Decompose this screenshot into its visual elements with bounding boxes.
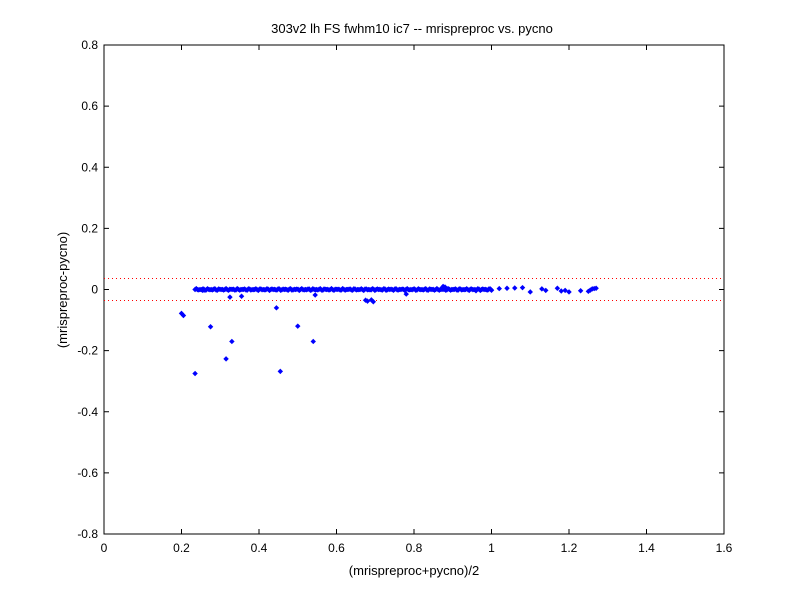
data-point bbox=[277, 368, 284, 375]
x-tick-label: 1.4 bbox=[638, 541, 655, 555]
data-point bbox=[543, 287, 549, 294]
data-point bbox=[496, 285, 502, 292]
x-tick-label: 0.2 bbox=[173, 541, 190, 555]
x-axis-ticks: 0 0.2 0.4 0.6 0.8 1 1.2 1.4 1.6 bbox=[101, 45, 733, 555]
data-point bbox=[238, 293, 245, 299]
chart-title: 303v2 lh FS fwhm10 ic7 -- mrispreproc vs… bbox=[271, 21, 553, 36]
y-tick-label: 0.4 bbox=[81, 160, 98, 174]
data-point bbox=[310, 338, 316, 345]
data-point bbox=[370, 299, 377, 305]
data-point bbox=[200, 287, 206, 294]
x-tick-label: 1 bbox=[488, 541, 495, 555]
x-tick-label: 0 bbox=[101, 541, 108, 555]
data-points bbox=[178, 283, 599, 377]
data-point bbox=[223, 356, 229, 362]
data-point bbox=[312, 292, 318, 298]
data-point bbox=[227, 294, 233, 300]
data-point bbox=[442, 284, 448, 290]
y-tick-label: 0.2 bbox=[81, 221, 98, 235]
data-point bbox=[229, 338, 235, 345]
data-point bbox=[192, 370, 198, 377]
data-point bbox=[273, 305, 280, 311]
data-point bbox=[403, 291, 409, 297]
x-axis-label: (mrispreproc+pycno)/2 bbox=[349, 563, 479, 578]
x-tick-label: 0.6 bbox=[328, 541, 345, 555]
data-point bbox=[364, 298, 371, 304]
data-point bbox=[527, 289, 533, 295]
data-point bbox=[488, 287, 495, 293]
reference-lines bbox=[104, 277, 724, 302]
y-tick-label: -0.2 bbox=[77, 344, 98, 358]
y-axis-label: (mrispreproc-pycno) bbox=[55, 232, 70, 348]
x-tick-label: 1.6 bbox=[716, 541, 733, 555]
data-point bbox=[207, 324, 214, 330]
y-tick-label: -0.6 bbox=[77, 466, 98, 480]
y-tick-label: -0.8 bbox=[77, 527, 98, 541]
y-tick-label: -0.4 bbox=[77, 405, 98, 419]
y-axis-ticks: -0.8 -0.6 -0.4 -0.2 0 0.2 0.4 0.6 0.8 bbox=[77, 38, 724, 541]
data-point bbox=[504, 285, 510, 292]
x-tick-label: 1.2 bbox=[561, 541, 578, 555]
data-point bbox=[593, 285, 599, 292]
y-tick-label: 0.6 bbox=[81, 99, 98, 113]
data-point bbox=[577, 287, 584, 294]
y-tick-label: 0 bbox=[91, 283, 98, 297]
data-point bbox=[473, 287, 479, 294]
data-point bbox=[566, 289, 572, 295]
data-point bbox=[295, 323, 301, 329]
data-point bbox=[554, 285, 561, 292]
data-point bbox=[512, 285, 518, 291]
data-point bbox=[539, 286, 545, 292]
data-point bbox=[562, 287, 568, 294]
x-tick-label: 0.4 bbox=[251, 541, 268, 555]
data-point bbox=[519, 284, 526, 291]
data-point bbox=[180, 312, 187, 319]
y-tick-label: 0.8 bbox=[81, 38, 98, 52]
x-tick-label: 0.8 bbox=[406, 541, 423, 555]
